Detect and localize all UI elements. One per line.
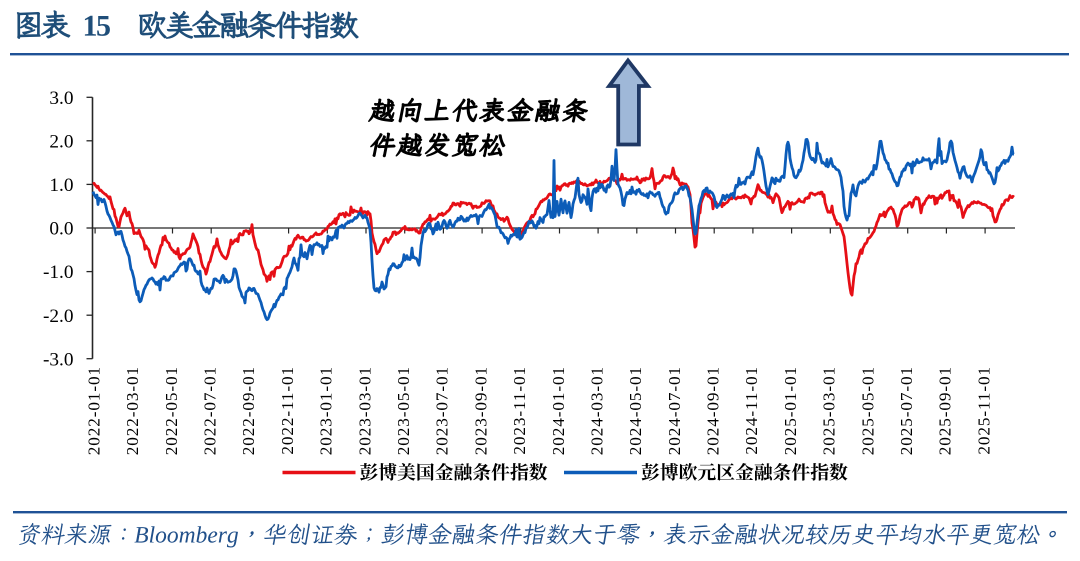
svg-text:2023-07-01: 2023-07-01 (433, 366, 452, 455)
svg-text:2023-09-01: 2023-09-01 (471, 366, 490, 455)
svg-text:-1.0: -1.0 (43, 262, 74, 283)
svg-text:2024-05-01: 2024-05-01 (626, 366, 645, 455)
svg-text:2022-03-01: 2022-03-01 (123, 366, 142, 455)
svg-text:2024-09-01: 2024-09-01 (704, 366, 723, 455)
svg-text:2023-11-01: 2023-11-01 (510, 366, 529, 455)
svg-text:2022-11-01: 2022-11-01 (278, 366, 297, 455)
svg-text:-2.0: -2.0 (43, 306, 74, 327)
svg-text:1.0: 1.0 (49, 175, 73, 196)
svg-text:2024-03-01: 2024-03-01 (587, 366, 606, 455)
svg-text:2022-05-01: 2022-05-01 (162, 366, 181, 455)
svg-text:2023-01-01: 2023-01-01 (317, 366, 336, 455)
svg-text:2024-07-01: 2024-07-01 (665, 366, 684, 455)
svg-text:-3.0: -3.0 (43, 349, 74, 370)
svg-text:3.0: 3.0 (49, 88, 73, 109)
svg-text:2025-07-01: 2025-07-01 (897, 366, 916, 455)
svg-text:2025-01-01: 2025-01-01 (781, 366, 800, 455)
svg-text:2022-09-01: 2022-09-01 (239, 366, 258, 455)
svg-text:2025-05-01: 2025-05-01 (858, 366, 877, 455)
svg-text:0.0: 0.0 (49, 219, 73, 240)
svg-text:2025-09-01: 2025-09-01 (936, 366, 955, 455)
svg-text:2025-03-01: 2025-03-01 (820, 366, 839, 455)
svg-text:2023-05-01: 2023-05-01 (394, 366, 413, 455)
svg-text:2.0: 2.0 (49, 131, 73, 152)
svg-text:2023-03-01: 2023-03-01 (355, 366, 374, 455)
svg-text:2024-11-01: 2024-11-01 (742, 366, 761, 455)
svg-text:2022-01-01: 2022-01-01 (84, 366, 103, 455)
svg-text:2025-11-01: 2025-11-01 (974, 366, 993, 455)
svg-text:2022-07-01: 2022-07-01 (201, 366, 220, 455)
svg-text:2024-01-01: 2024-01-01 (549, 366, 568, 455)
